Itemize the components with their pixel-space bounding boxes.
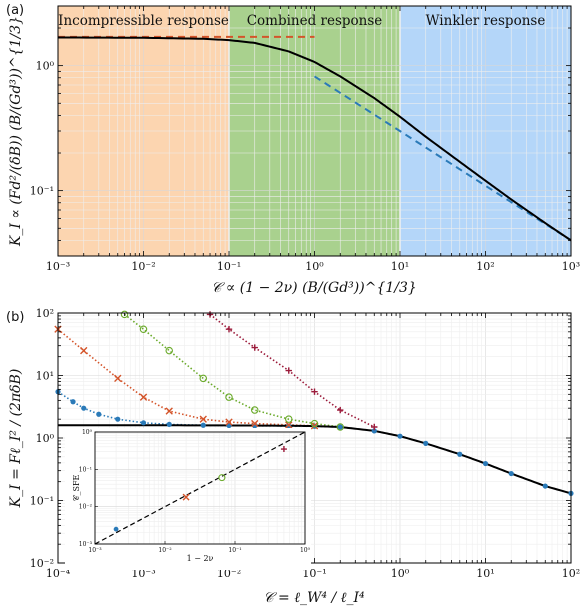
- inset-y-tick-label: 10⁻¹: [79, 466, 92, 473]
- inset-y-tick-label: 10⁻²: [79, 504, 93, 511]
- region-label: Combined response: [247, 13, 383, 29]
- b-x-tick-label: 10¹: [476, 567, 494, 580]
- data-point-x: [310, 422, 319, 430]
- data-point-open-circle: [139, 325, 148, 333]
- region-label: Incompressible response: [58, 13, 229, 29]
- b-x-axis-label: 𝒞 = ℓ_W⁴ / ℓ_I⁴: [263, 590, 365, 606]
- data-point-open-circle: [250, 406, 259, 414]
- data-point-circle: [200, 422, 206, 428]
- series-guide-line: [57, 328, 315, 427]
- inset-x-axis-label: 1 − 2ν: [187, 554, 214, 563]
- b-x-tick-label: 10⁻⁴: [46, 567, 71, 580]
- b-y-tick-label: 10²: [36, 307, 54, 320]
- data-point-plus: [311, 388, 318, 395]
- a-y-axis-label: K_I ∝ (Fd²/(δB)) (B/(Gd³))^{1/3}: [8, 16, 24, 247]
- theory-curve: [57, 36, 572, 242]
- a-region-labels: Incompressible response Combined response…: [58, 13, 545, 29]
- b-x-tick-label: 10⁰: [391, 567, 410, 580]
- a-x-tick-label: 10²: [476, 260, 494, 273]
- data-point-circle: [423, 440, 429, 446]
- panel-a-label: (a): [6, 3, 24, 18]
- inset-point-circle: [113, 526, 119, 532]
- panel-b-label: (b): [6, 310, 24, 325]
- data-point-x: [285, 421, 293, 429]
- a-x-axis-label: 𝒞 ∝ (1 − 2ν) (B/(Gd³))^{1/3}: [211, 280, 417, 296]
- a-x-tick-label: 10⁻²: [131, 260, 155, 273]
- data-point-circle: [70, 399, 76, 405]
- data-point-circle: [166, 421, 172, 428]
- data-point-plus: [337, 406, 344, 414]
- a-y-tick-label: 10⁰: [36, 59, 55, 72]
- data-point-circle: [115, 416, 121, 422]
- data-point-open-circle: [120, 310, 129, 319]
- a-x-tick-label: 10⁻³: [46, 260, 70, 273]
- b-y-tick-label: 10⁻¹: [30, 494, 54, 507]
- region-label: Winkler response: [426, 13, 546, 29]
- b-y-tick-label: 10⁻²: [30, 557, 54, 570]
- data-point-circle: [337, 424, 343, 430]
- a-x-tick-label: 10³: [562, 260, 580, 273]
- data-point-open-circle: [225, 393, 233, 401]
- data-point-open-circle: [199, 374, 208, 383]
- data-point-circle: [81, 405, 87, 411]
- inset-y-axis-label: 𝒞_SFE: [72, 474, 81, 501]
- data-point-plus: [225, 326, 233, 333]
- b-inset: 10⁻³10⁻³ 10⁻² 10⁻² 10⁻¹ 10⁻¹ 10⁰ 10⁰ 1 − 2ν 𝒞_SF…: [65, 428, 311, 570]
- inset-y-tick-label: 10⁻³: [79, 541, 93, 548]
- series-guide-line: [124, 313, 341, 428]
- b-y-axis-label: K_I = Fℓ_I² / (2πδB): [8, 369, 24, 509]
- data-point-circle: [371, 428, 377, 434]
- panel-a: (a) 10⁻³ 10⁻² 10⁻¹ 10⁰ 10¹ 10² 10³ 10⁻¹ 10⁰ Inco…: [6, 3, 580, 296]
- inset-x-tick-label: 10⁰: [300, 547, 311, 554]
- b-x-tick-label: 10⁻³: [131, 567, 155, 580]
- inset-point-x: [182, 493, 190, 501]
- data-point-circle: [508, 470, 514, 477]
- b-x-tick-label: 10⁻²: [217, 567, 241, 580]
- data-point-plus: [285, 367, 292, 374]
- panel-b: (b) 10⁻⁴ 10⁻³ 10⁻² 10⁻¹ 10⁰ 10¹ 10² 10⁻² 10⁻¹ 10⁰…: [6, 307, 580, 606]
- b-x-tick-label: 10²: [562, 567, 580, 580]
- data-point-open-circle: [165, 346, 173, 355]
- a-y-tick-label: 10⁻¹: [30, 184, 54, 197]
- data-point-x: [251, 419, 259, 428]
- a-series: [57, 35, 572, 242]
- data-point-circle: [96, 411, 102, 417]
- b-x-tick-label: 10⁻¹: [302, 567, 326, 580]
- asymptote-line: [313, 75, 572, 242]
- data-point-x: [225, 418, 233, 426]
- inset-x-tick-label: 10⁻³: [88, 547, 102, 554]
- data-point-x: [114, 374, 122, 383]
- data-point-circle: [140, 420, 147, 426]
- data-point-plus: [371, 423, 378, 431]
- data-point-circle: [482, 460, 489, 467]
- inset-point-open-circle: [218, 474, 226, 482]
- b-y-tick-label: 10¹: [36, 369, 54, 382]
- data-point-open-circle: [310, 419, 319, 428]
- inset-x-tick-label: 10⁻¹: [228, 547, 241, 554]
- series-guide-line: [209, 313, 375, 428]
- data-point-x: [199, 415, 207, 423]
- data-point-plus: [251, 344, 258, 351]
- data-point-circle: [542, 483, 548, 489]
- data-point-circle: [457, 451, 463, 457]
- data-point-circle: [397, 433, 403, 439]
- inset-point-plus: [280, 446, 287, 453]
- theory-curve: [58, 424, 572, 495]
- inset-x-tick-label: 10⁻²: [158, 547, 172, 554]
- b-y-tick-label: 10⁰: [36, 432, 55, 445]
- a-x-tick-label: 10¹: [391, 260, 409, 273]
- data-point-open-circle: [285, 415, 293, 423]
- data-point-circle: [286, 423, 292, 429]
- a-ticks: 10⁻³ 10⁻² 10⁻¹ 10⁰ 10¹ 10² 10³ 10⁻¹ 10⁰: [30, 5, 580, 273]
- inset-frame: [94, 431, 306, 545]
- data-point-open-circle: [336, 423, 344, 431]
- inset-y-tick-label: 10⁰: [82, 429, 93, 436]
- data-point-x: [165, 407, 173, 415]
- a-x-tick-label: 10⁰: [305, 260, 324, 273]
- data-point-x: [80, 346, 88, 355]
- a-x-tick-label: 10⁻¹: [217, 260, 241, 273]
- data-point-x: [139, 393, 148, 401]
